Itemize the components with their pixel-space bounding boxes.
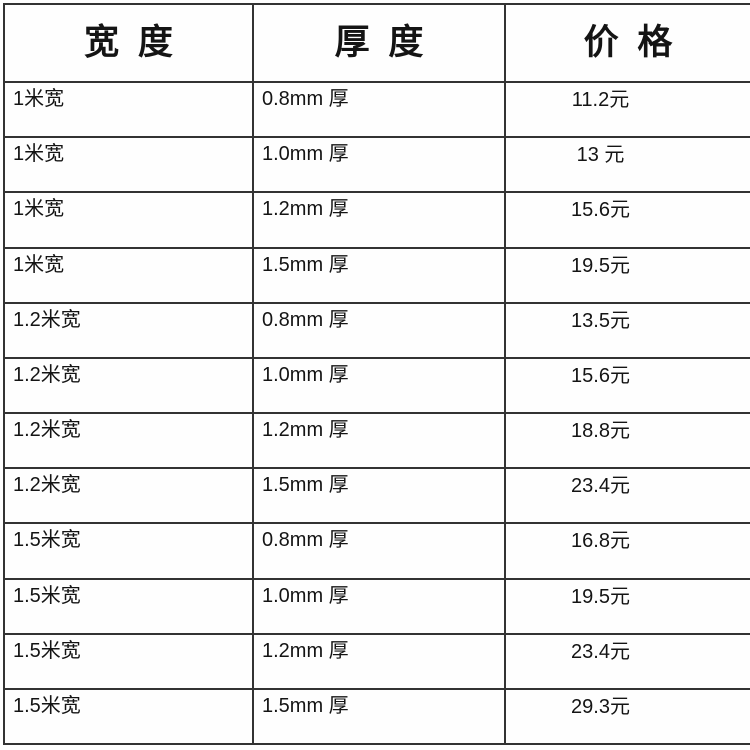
cell-width: 1.2米宽 (5, 469, 254, 523)
cell-width: 1米宽 (5, 248, 254, 302)
cell-price: 13 元 (576, 144, 625, 167)
table-row: 1米宽 0.8mm 厚 11.2元 (5, 83, 750, 139)
cell-thickness: 1.5mm 厚 (254, 469, 506, 523)
cell-price: 23.4元 (571, 640, 630, 663)
table-row: 1米宽 1.0mm 厚 13 元 (5, 138, 750, 194)
table-row: 1.5米宽 1.5mm 厚 29.3元 (5, 689, 750, 746)
table-row: 1.2米宽 0.8mm 厚 13.5元 (5, 303, 750, 359)
table-row: 1.2米宽 1.2mm 厚 18.8元 (5, 414, 750, 470)
cell-thickness: 0.8mm 厚 (254, 303, 506, 357)
cell-thickness: 1.5mm 厚 (254, 689, 506, 744)
table-row: 1米宽 1.5mm 厚 19.5元 (5, 248, 750, 304)
cell-thickness: 1.2mm 厚 (254, 634, 506, 688)
cell-price: 19.5元 (571, 254, 630, 277)
cell-width: 1.5米宽 (5, 579, 254, 633)
cell-thickness: 0.8mm 厚 (254, 524, 506, 578)
cell-price: 11.2元 (571, 89, 630, 111)
table-row: 1.2米宽 1.5mm 厚 23.4元 (5, 469, 750, 525)
header-width: 宽 度 (5, 5, 254, 81)
table-row: 1米宽 1.2mm 厚 15.6元 (5, 193, 750, 249)
cell-price: 18.8元 (571, 420, 630, 443)
header-thickness: 厚 度 (254, 5, 506, 81)
table-row: 1.5米宽 1.0mm 厚 19.5元 (5, 579, 750, 635)
cell-width: 1.5米宽 (5, 524, 254, 578)
cell-thickness: 1.0mm 厚 (254, 358, 506, 413)
cell-thickness: 1.2mm 厚 (254, 414, 506, 468)
cell-width: 1.2米宽 (5, 358, 254, 413)
cell-price: 15.6元 (571, 199, 630, 222)
cell-price: 16.8元 (571, 530, 630, 553)
cell-price: 13.5元 (571, 309, 630, 332)
cell-width: 1.5米宽 (5, 689, 254, 744)
cell-width: 1米宽 (5, 83, 254, 137)
table-header-row: 宽 度 厚 度 价 格 (5, 5, 750, 83)
cell-width: 1.5米宽 (5, 634, 254, 688)
cell-thickness: 1.5mm 厚 (254, 248, 506, 302)
cell-thickness: 0.8mm 厚 (254, 83, 506, 137)
cell-width: 1.2米宽 (5, 414, 254, 468)
cell-width: 1米宽 (5, 138, 254, 192)
cell-price: 23.4元 (571, 475, 630, 498)
cell-price: 29.3元 (571, 695, 630, 718)
cell-thickness: 1.0mm 厚 (254, 138, 506, 192)
cell-width: 1米宽 (5, 193, 254, 247)
cell-width: 1.2米宽 (5, 303, 254, 357)
cell-thickness: 1.2mm 厚 (254, 193, 506, 247)
table-row: 1.5米宽 0.8mm 厚 16.8元 (5, 524, 750, 580)
table-row: 1.2米宽 1.0mm 厚 15.6元 (5, 358, 750, 415)
cell-thickness: 1.0mm 厚 (254, 579, 506, 633)
table-row: 1.5米宽 1.2mm 厚 23.4元 (5, 634, 750, 690)
cell-price: 19.5元 (571, 585, 630, 608)
header-price: 价 格 (583, 22, 673, 62)
cell-price: 15.6元 (571, 364, 630, 387)
price-table: 宽 度 厚 度 价 格 1米宽 0.8mm 厚 11.2元 1米宽 1.0mm 厚 13 … (3, 3, 750, 746)
